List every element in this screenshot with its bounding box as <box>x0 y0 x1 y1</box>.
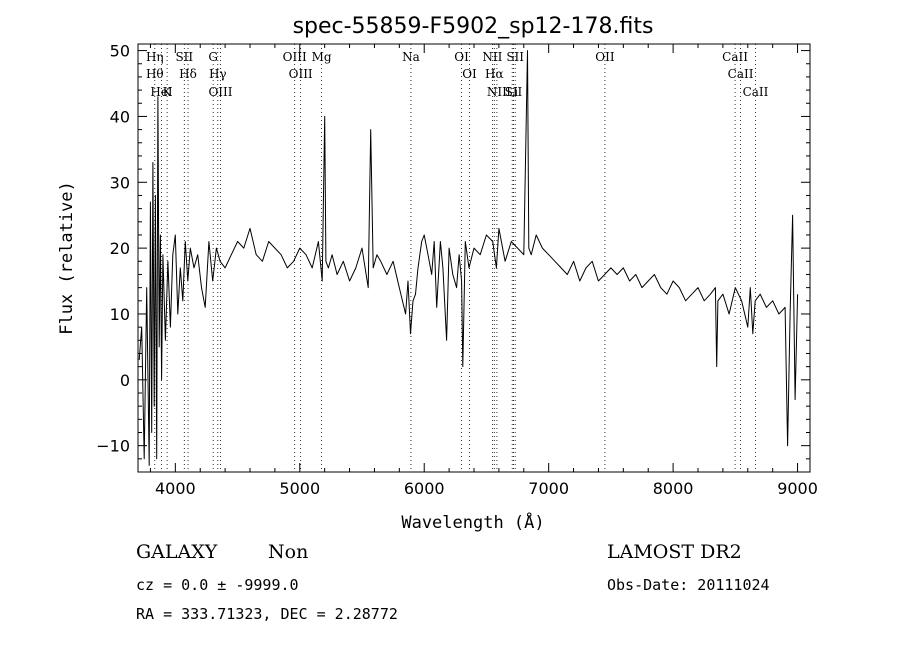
line-label: OI <box>454 50 469 64</box>
y-tick-label: 10 <box>110 305 130 324</box>
x-tick-label: 9000 <box>777 479 818 498</box>
line-label: NII <box>487 85 507 99</box>
y-tick-label: 40 <box>110 107 130 126</box>
x-tick-label: 5000 <box>279 479 320 498</box>
coordinates: RA = 333.71323, DEC = 2.28772 <box>136 605 398 623</box>
line-label: CaII <box>728 67 754 81</box>
x-axis-label: Wavelength (Å) <box>401 511 544 533</box>
line-label: Hδ <box>179 67 197 81</box>
line-label: CaII <box>743 85 769 99</box>
survey-name: LAMOST DR2 <box>607 541 742 563</box>
line-label: Hγ <box>209 67 227 81</box>
line-label: Hθ <box>146 67 164 81</box>
line-label: Hα <box>485 67 504 81</box>
line-label: K <box>163 85 173 99</box>
obs-date: Obs-Date: 20111024 <box>607 576 770 594</box>
y-tick-label: 50 <box>110 42 130 61</box>
x-axis: 4000 5000 6000 7000 8000 9000 <box>149 44 818 498</box>
line-label: OI <box>462 67 477 81</box>
y-axis-label: Flux (relative) <box>57 181 77 335</box>
line-label: SII <box>505 85 523 99</box>
spectrum-series <box>138 50 799 466</box>
y-tick-label: 0 <box>120 371 130 390</box>
line-label: OIII <box>208 85 232 99</box>
y-axis: −10 0 10 20 30 40 50 <box>96 42 810 473</box>
object-type: GALAXY <box>136 541 218 563</box>
x-tick-label: 6000 <box>404 479 445 498</box>
y-tick-label: −10 <box>96 437 130 456</box>
x-tick-label: 7000 <box>528 479 569 498</box>
object-subclass: Non <box>268 541 309 563</box>
line-label: SII <box>175 50 193 64</box>
line-label: Na <box>402 50 420 64</box>
line-label: Mg <box>312 50 332 64</box>
chart-title: spec-55859-F5902_sp12-178.fits <box>293 14 654 39</box>
y-tick-label: 30 <box>110 173 130 192</box>
line-label: OII <box>595 50 615 64</box>
redshift-cz: cz = 0.0 ± -9999.0 <box>136 576 299 594</box>
x-tick-label: 4000 <box>155 479 196 498</box>
x-tick-label: 8000 <box>653 479 694 498</box>
y-tick-label: 20 <box>110 239 130 258</box>
line-label: OIII <box>283 50 307 64</box>
line-label: CaII <box>722 50 748 64</box>
line-label: Li <box>506 85 518 99</box>
line-label: OIII <box>289 67 313 81</box>
plot-frame <box>137 43 811 473</box>
line-label: NII <box>482 50 502 64</box>
line-label: Hη <box>146 50 164 64</box>
line-label: G <box>208 50 218 64</box>
line-label: SII <box>506 50 524 64</box>
spectrum-line-0 <box>138 50 799 466</box>
